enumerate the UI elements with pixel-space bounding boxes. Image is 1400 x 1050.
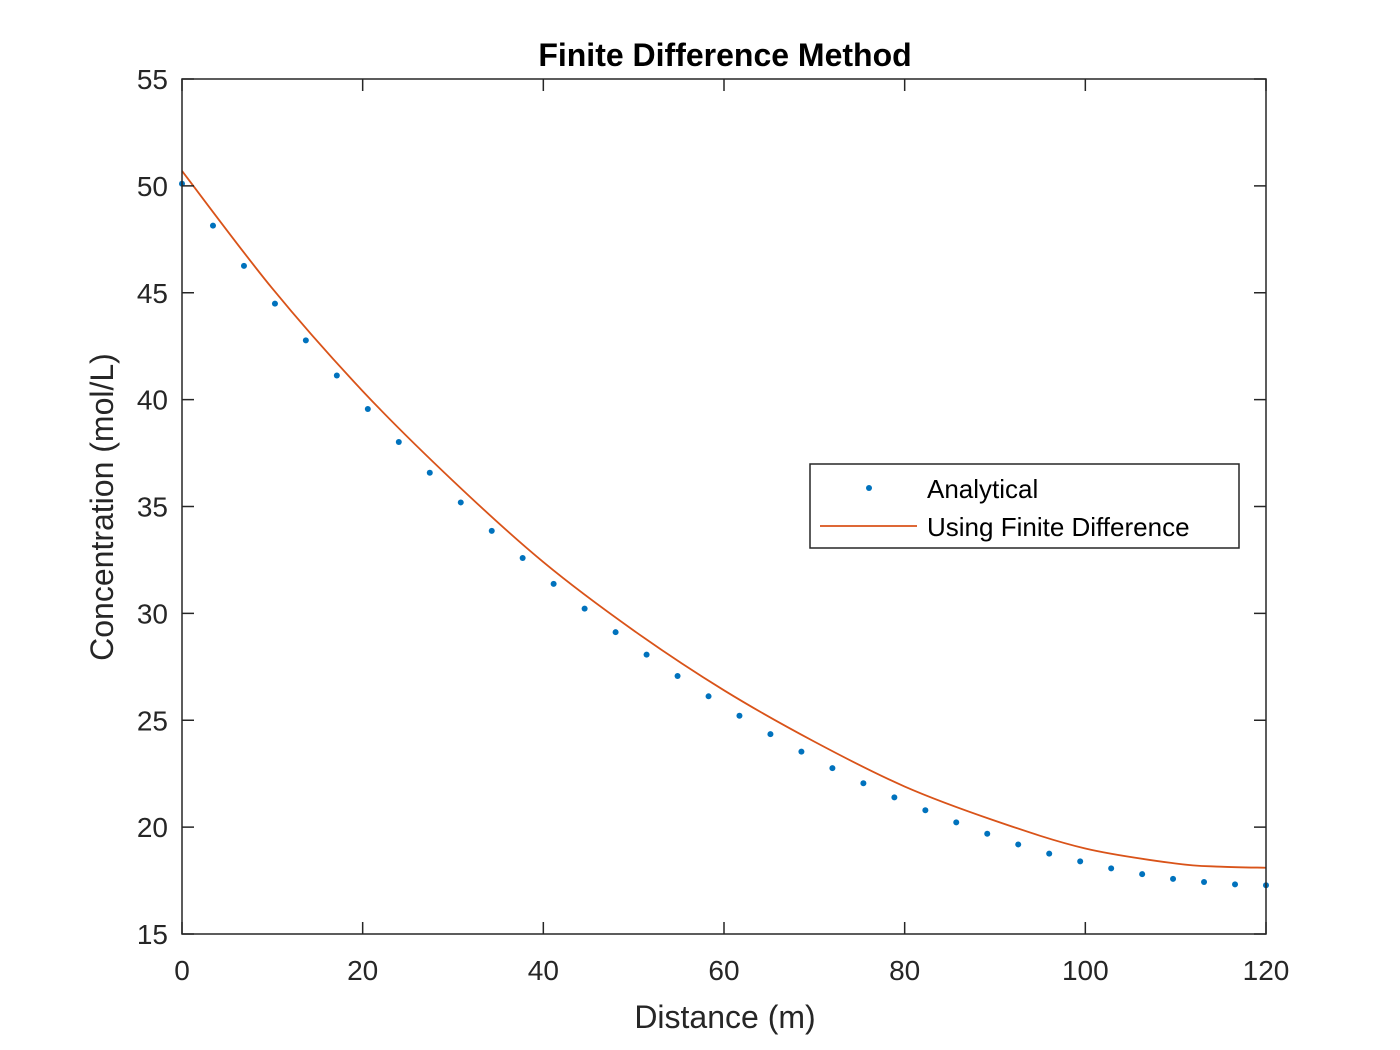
y-tick-label: 35 — [137, 492, 168, 523]
data-point-analytical — [643, 651, 650, 658]
data-point-analytical — [984, 830, 991, 837]
legend-marker-analytical — [866, 485, 872, 491]
data-point-analytical — [1201, 879, 1208, 886]
y-tick-label: 30 — [137, 598, 168, 629]
data-point-analytical — [767, 731, 774, 738]
data-point-analytical — [240, 262, 247, 269]
data-point-analytical — [1046, 850, 1053, 857]
data-point-analytical — [395, 438, 402, 445]
data-point-analytical — [1139, 871, 1146, 878]
x-tick-label: 20 — [347, 955, 378, 986]
y-tick-label: 50 — [137, 171, 168, 202]
data-point-analytical — [1170, 875, 1177, 882]
data-point-analytical — [922, 807, 929, 814]
x-tick-label: 120 — [1243, 955, 1290, 986]
series-layer — [179, 170, 1269, 889]
y-tick-label: 15 — [137, 919, 168, 950]
legend-box — [809, 463, 1240, 549]
data-point-analytical — [426, 469, 433, 476]
data-point-analytical — [209, 222, 216, 229]
data-point-analytical — [705, 693, 712, 700]
legend-label-finite-difference: Using Finite Difference — [927, 512, 1190, 542]
data-point-analytical — [333, 372, 340, 379]
data-point-analytical — [674, 673, 681, 680]
data-point-analytical — [271, 300, 278, 307]
data-point-analytical — [736, 712, 743, 719]
data-point-analytical — [581, 605, 588, 612]
x-tick-label: 40 — [528, 955, 559, 986]
series-line-finite-difference — [181, 170, 1267, 869]
ticks-layer: 0 20 40 60 80 100 120 15 20 25 30 35 40 45 50 55 — [137, 64, 1290, 986]
chart-title: Finite Difference Method — [538, 37, 911, 73]
data-point-analytical — [1015, 841, 1022, 848]
data-point-analytical — [488, 527, 495, 534]
axes-box — [181, 78, 1267, 935]
data-point-analytical — [953, 819, 960, 826]
legend: Analytical Using Finite Difference — [809, 463, 1240, 549]
data-point-analytical — [519, 555, 526, 562]
x-axis-title: Distance (m) — [634, 999, 815, 1035]
data-point-analytical — [612, 629, 619, 636]
x-tick-label: 80 — [889, 955, 920, 986]
y-tick-label: 40 — [137, 385, 168, 416]
y-tick-label: 55 — [137, 64, 168, 95]
x-tick-label: 60 — [708, 955, 739, 986]
y-tick-label: 20 — [137, 812, 168, 843]
data-point-analytical — [1077, 858, 1084, 865]
x-tick-label: 100 — [1062, 955, 1109, 986]
y-tick-label: 45 — [137, 278, 168, 309]
series-analytical — [179, 180, 1269, 889]
data-point-analytical — [1108, 865, 1115, 872]
data-point-analytical — [1232, 881, 1239, 888]
y-axis-title: Concentration (mol/L) — [84, 353, 120, 661]
data-point-analytical — [457, 499, 464, 506]
legend-label-analytical: Analytical — [927, 474, 1038, 504]
data-point-analytical — [891, 794, 898, 801]
x-tick-label: 0 — [174, 955, 190, 986]
data-point-analytical — [798, 748, 805, 755]
data-point-analytical — [550, 580, 557, 587]
data-point-analytical — [860, 780, 867, 787]
y-tick-label: 25 — [137, 705, 168, 736]
data-point-analytical — [302, 337, 309, 344]
data-point-analytical — [364, 406, 371, 413]
data-point-analytical — [829, 765, 836, 772]
